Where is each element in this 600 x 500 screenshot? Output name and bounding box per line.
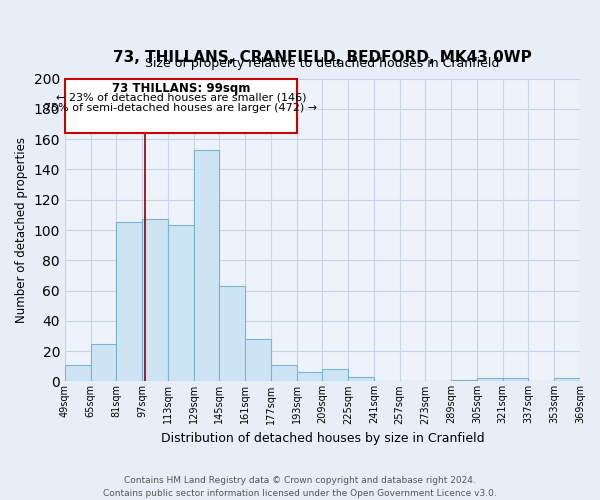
Bar: [245, 339, 271, 382]
Bar: [142, 220, 168, 382]
Bar: [65, 364, 91, 382]
Bar: [220, 286, 245, 382]
Bar: [503, 378, 529, 382]
Bar: [271, 364, 297, 382]
Bar: [116, 222, 142, 382]
Text: 73 THILLANS: 99sqm: 73 THILLANS: 99sqm: [112, 82, 250, 94]
Text: 75% of semi-detached houses are larger (472) →: 75% of semi-detached houses are larger (…: [44, 103, 317, 113]
Bar: [477, 378, 503, 382]
Bar: [451, 380, 477, 382]
Bar: [194, 150, 220, 382]
Text: Contains HM Land Registry data © Crown copyright and database right 2024.
Contai: Contains HM Land Registry data © Crown c…: [103, 476, 497, 498]
Bar: [65, 78, 297, 133]
Bar: [554, 378, 580, 382]
Bar: [297, 372, 322, 382]
Bar: [322, 370, 348, 382]
Text: ← 23% of detached houses are smaller (146): ← 23% of detached houses are smaller (14…: [56, 92, 306, 102]
Text: Size of property relative to detached houses in Cranfield: Size of property relative to detached ho…: [145, 56, 500, 70]
Title: 73, THILLANS, CRANFIELD, BEDFORD, MK43 0WP: 73, THILLANS, CRANFIELD, BEDFORD, MK43 0…: [113, 50, 532, 65]
Bar: [91, 344, 116, 382]
Bar: [168, 226, 194, 382]
Bar: [348, 377, 374, 382]
Y-axis label: Number of detached properties: Number of detached properties: [15, 137, 28, 323]
X-axis label: Distribution of detached houses by size in Cranfield: Distribution of detached houses by size …: [161, 432, 484, 445]
